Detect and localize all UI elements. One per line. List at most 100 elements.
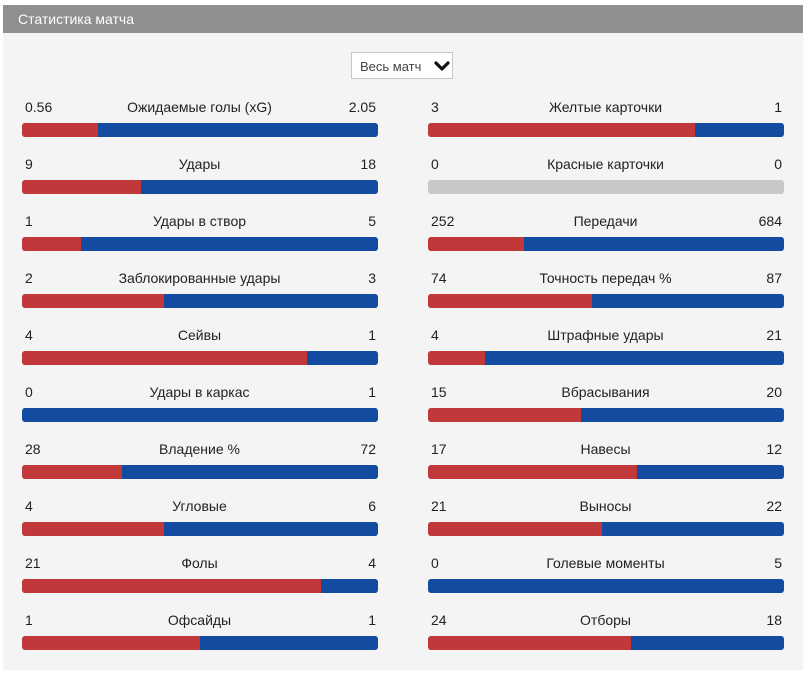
away-value: 18 bbox=[360, 156, 376, 172]
bar-away-segment bbox=[695, 123, 784, 137]
stat-row-big-chances: 0 Голевые моменты 5 bbox=[427, 555, 784, 612]
bar-away-segment bbox=[601, 522, 784, 536]
stat-label: Офсайды bbox=[167, 612, 232, 628]
period-select-value: Весь матч bbox=[360, 59, 422, 74]
home-value: 9 bbox=[25, 156, 33, 172]
comparison-bar bbox=[428, 351, 784, 365]
stat-row-offsides: 1 Офсайды 1 bbox=[21, 612, 378, 669]
comparison-bar bbox=[428, 294, 784, 308]
comparison-bar bbox=[22, 180, 378, 194]
bar-home-segment bbox=[428, 294, 592, 308]
stats-column-right: 3 Желтые карточки 1 0 Красные карточки 0 252 Пе… bbox=[427, 99, 784, 669]
away-value: 72 bbox=[360, 441, 376, 457]
stat-row-clearances: 21 Выносы 22 bbox=[427, 498, 784, 555]
stat-row-xg: 0.56 Ожидаемые голы (xG) 2.05 bbox=[21, 99, 378, 156]
home-value: 4 bbox=[431, 327, 439, 343]
away-value: 3 bbox=[368, 270, 376, 286]
stat-row-crosses: 17 Навесы 12 bbox=[427, 441, 784, 498]
stat-label: Точность передач % bbox=[539, 270, 672, 286]
home-value: 17 bbox=[431, 441, 447, 457]
comparison-bar bbox=[22, 123, 378, 137]
bar-home-segment bbox=[428, 465, 637, 479]
away-value: 5 bbox=[774, 555, 782, 571]
stat-label: Отборы bbox=[580, 612, 631, 628]
bar-away-segment bbox=[121, 465, 378, 479]
stat-row-tackles: 24 Отборы 18 bbox=[427, 612, 784, 669]
stat-row-saves: 4 Сейвы 1 bbox=[21, 327, 378, 384]
comparison-bar bbox=[22, 579, 378, 593]
bar-home-segment bbox=[22, 123, 99, 137]
bar-away-segment bbox=[631, 636, 784, 650]
away-value: 684 bbox=[758, 213, 782, 229]
comparison-bar bbox=[22, 522, 378, 536]
away-value: 4 bbox=[368, 555, 376, 571]
stat-label: Сейвы bbox=[177, 327, 222, 343]
stat-row-passes: 252 Передачи 684 bbox=[427, 213, 784, 270]
comparison-bar bbox=[428, 408, 784, 422]
home-value: 15 bbox=[431, 384, 447, 400]
home-value: 4 bbox=[25, 498, 33, 514]
stat-label: Ожидаемые голы (xG) bbox=[127, 99, 272, 115]
stat-row-pass-accuracy: 74 Точность передач % 87 bbox=[427, 270, 784, 327]
away-value: 20 bbox=[766, 384, 782, 400]
bar-away-segment bbox=[591, 294, 784, 308]
stat-label: Штрафные удары bbox=[547, 327, 664, 343]
comparison-bar bbox=[428, 465, 784, 479]
stat-label: Голевые моменты bbox=[546, 555, 665, 571]
away-value: 22 bbox=[766, 498, 782, 514]
stat-row-corners: 4 Угловые 6 bbox=[21, 498, 378, 555]
bar-home-segment bbox=[428, 123, 695, 137]
stat-row-throw-ins: 15 Вбрасывания 20 bbox=[427, 384, 784, 441]
stat-label: Удары в створ bbox=[152, 213, 247, 229]
bar-away-segment bbox=[164, 522, 378, 536]
home-value: 0.56 bbox=[25, 99, 53, 115]
comparison-bar bbox=[22, 408, 378, 422]
comparison-bar bbox=[22, 294, 378, 308]
bar-away-segment bbox=[164, 294, 378, 308]
away-value: 5 bbox=[368, 213, 376, 229]
stat-row-fouls: 21 Фолы 4 bbox=[21, 555, 378, 612]
bar-away-segment bbox=[98, 123, 378, 137]
comparison-bar bbox=[428, 237, 784, 251]
stat-row-possession: 28 Владение % 72 bbox=[21, 441, 378, 498]
comparison-bar bbox=[428, 522, 784, 536]
bar-away-segment bbox=[81, 237, 378, 251]
comparison-bar bbox=[428, 579, 784, 593]
stat-label: Красные карточки bbox=[547, 156, 664, 172]
away-value: 6 bbox=[368, 498, 376, 514]
bar-home-segment bbox=[428, 522, 602, 536]
bar-away-segment bbox=[200, 636, 378, 650]
period-select[interactable]: Весь матч bbox=[351, 52, 453, 79]
stat-row-red-cards: 0 Красные карточки 0 bbox=[427, 156, 784, 213]
home-value: 1 bbox=[25, 612, 33, 628]
stat-row-free-kicks: 4 Штрафные удары 21 bbox=[427, 327, 784, 384]
home-value: 21 bbox=[431, 498, 447, 514]
stat-label: Удары bbox=[178, 156, 221, 172]
stat-label: Передачи bbox=[573, 213, 638, 229]
bar-home-segment bbox=[22, 237, 82, 251]
comparison-bar bbox=[22, 465, 378, 479]
comparison-bar bbox=[428, 123, 784, 137]
bar-home-segment bbox=[428, 237, 524, 251]
comparison-bar bbox=[428, 180, 784, 194]
match-stats-panel: Статистика матча Весь матч 0.56 Ожидаемые… bbox=[3, 5, 803, 670]
home-value: 0 bbox=[431, 156, 439, 172]
home-value: 4 bbox=[25, 327, 33, 343]
away-value: 21 bbox=[766, 327, 782, 343]
away-value: 87 bbox=[766, 270, 782, 286]
away-value: 1 bbox=[368, 327, 376, 343]
home-value: 1 bbox=[25, 213, 33, 229]
bar-home-segment bbox=[22, 636, 200, 650]
bar-home-segment bbox=[22, 522, 165, 536]
stat-label: Владение % bbox=[159, 441, 240, 457]
home-value: 21 bbox=[25, 555, 41, 571]
home-value: 2 bbox=[25, 270, 33, 286]
bar-away-segment bbox=[140, 180, 378, 194]
stat-label: Фолы bbox=[181, 555, 218, 571]
stat-row-yellow-cards: 3 Желтые карточки 1 bbox=[427, 99, 784, 156]
bar-away-segment bbox=[636, 465, 784, 479]
bar-home-segment bbox=[22, 294, 165, 308]
comparison-bar bbox=[22, 351, 378, 365]
stat-label: Вбрасывания bbox=[561, 384, 650, 400]
bar-away-segment bbox=[22, 408, 378, 422]
